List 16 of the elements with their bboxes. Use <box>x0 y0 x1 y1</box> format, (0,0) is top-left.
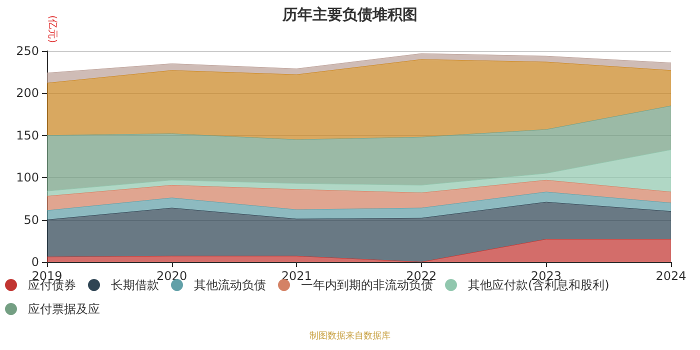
y-tick-label: 200 <box>16 86 39 100</box>
x-tick-label: 2024 <box>656 269 686 283</box>
y-tick-label: 250 <box>16 44 39 58</box>
legend-label: 其他应付款(含利息和股利) <box>468 278 610 292</box>
chart-title: 历年主要负债堆积图 <box>282 6 418 24</box>
legend-label: 其他流动负债 <box>194 278 266 292</box>
y-tick-label: 0 <box>31 255 39 269</box>
y-axis-title: (亿元) <box>46 15 58 44</box>
text: 制图数据来自数据库 <box>310 330 390 342</box>
legend-label: 长期借款 <box>111 278 159 292</box>
y-tick-label: 150 <box>16 128 39 142</box>
y-tick-label: 50 <box>24 212 39 227</box>
y-tick-label: 100 <box>16 170 39 185</box>
x-tick-label: 2020 <box>156 269 188 283</box>
x-tick-label: 2021 <box>281 269 312 283</box>
legend-label: 应付票据及应 <box>28 302 100 316</box>
